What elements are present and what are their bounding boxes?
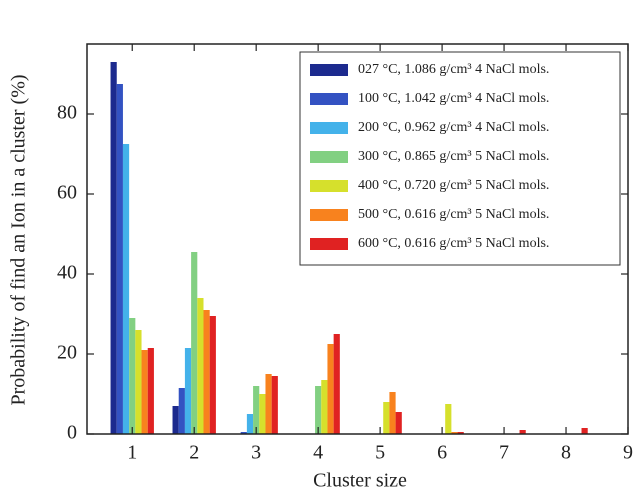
x-tick-label: 6 (437, 442, 447, 464)
y-tick-label: 20 (57, 342, 77, 364)
bar (315, 386, 322, 434)
x-tick-label: 3 (251, 442, 261, 464)
bar (395, 412, 402, 434)
bar (129, 318, 136, 434)
legend-swatch (310, 122, 348, 134)
bar (445, 404, 452, 434)
bar (271, 376, 278, 434)
legend-label: 400 °C, 0.720 g/cm³ 5 NaCl mols. (358, 178, 549, 193)
x-tick-label: 7 (499, 442, 509, 464)
legend-box (299, 51, 621, 266)
legend-swatch (310, 151, 348, 163)
legend-swatch (310, 180, 348, 192)
bar (581, 428, 588, 434)
y-tick-label: 40 (57, 262, 77, 284)
bar (383, 402, 390, 434)
bar (209, 316, 216, 434)
legend-label: 027 °C, 1.086 g/cm³ 4 NaCl mols. (358, 62, 549, 77)
bar (333, 334, 340, 434)
bar (122, 144, 130, 434)
bar (253, 386, 260, 434)
bar (265, 374, 272, 434)
x-tick-label: 4 (313, 442, 323, 464)
bar (203, 310, 210, 434)
bar (191, 252, 198, 434)
bar (519, 430, 526, 434)
bar (246, 414, 254, 434)
plot-frame (86, 43, 629, 435)
bar (172, 406, 179, 434)
x-tick-label: 1 (127, 442, 137, 464)
bar (389, 392, 396, 434)
legend-swatch (310, 93, 348, 105)
bar (116, 84, 123, 434)
y-tick-label: 60 (57, 182, 77, 204)
bar (240, 432, 247, 434)
bar (135, 330, 142, 434)
y-tick-label: 0 (67, 422, 77, 444)
x-tick-label: 9 (623, 442, 633, 464)
bar (197, 298, 204, 434)
x-tick-label: 5 (375, 442, 385, 464)
bar (147, 348, 154, 434)
bar (141, 350, 148, 434)
legend-swatch (310, 238, 348, 250)
legend-label: 200 °C, 0.962 g/cm³ 4 NaCl mols. (358, 120, 549, 135)
x-tick-label: 2 (189, 442, 199, 464)
legend-swatch (310, 209, 348, 221)
legend-label: 600 °C, 0.616 g/cm³ 5 NaCl mols. (358, 236, 549, 251)
y-tick-label: 80 (57, 102, 77, 124)
bar (457, 432, 464, 434)
legend-label: 100 °C, 1.042 g/cm³ 4 NaCl mols. (358, 91, 549, 106)
bar (451, 432, 458, 434)
bar (321, 380, 328, 434)
bar (184, 348, 192, 434)
x-axis-label: Cluster size (313, 470, 407, 492)
legend-label: 500 °C, 0.616 g/cm³ 5 NaCl mols. (358, 207, 549, 222)
bar (327, 344, 334, 434)
bar (110, 62, 117, 434)
legend-label: 300 °C, 0.865 g/cm³ 5 NaCl mols. (358, 149, 549, 164)
bar (178, 388, 185, 434)
y-axis-label: Probability of find an Ion in a cluster … (8, 74, 30, 405)
legend-swatch (310, 64, 348, 76)
bar (259, 394, 266, 434)
x-tick-label: 8 (561, 442, 571, 464)
